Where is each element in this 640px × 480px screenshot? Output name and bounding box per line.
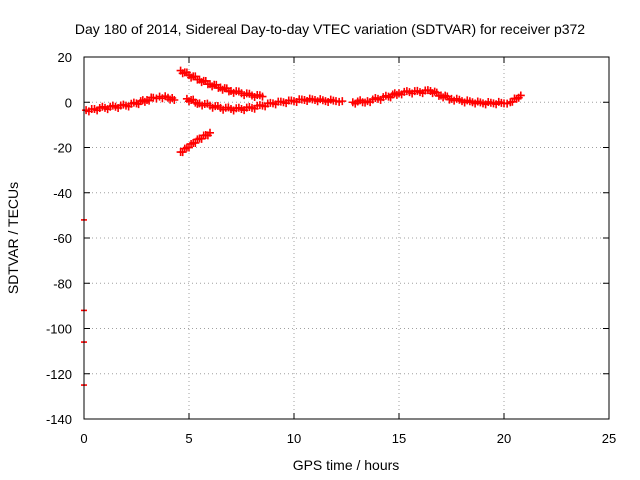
data-point xyxy=(287,96,296,105)
data-point xyxy=(180,144,189,153)
data-point xyxy=(486,98,495,107)
data-point xyxy=(193,75,202,84)
data-point xyxy=(266,98,275,107)
data-point xyxy=(455,95,464,104)
data-point xyxy=(161,92,170,101)
data-point xyxy=(445,95,454,104)
y-tick-label: 0 xyxy=(65,95,72,110)
x-tick-label: 20 xyxy=(497,431,511,446)
y-tick-label: -80 xyxy=(53,276,72,291)
data-point xyxy=(234,87,243,96)
data-point xyxy=(203,131,212,140)
plot-area-frame xyxy=(83,56,610,420)
data-point xyxy=(371,93,380,102)
data-point xyxy=(187,139,196,148)
data-point xyxy=(465,97,474,106)
y-tick-label: -40 xyxy=(53,186,72,201)
data-point xyxy=(213,101,222,110)
series-middle-track xyxy=(182,94,347,115)
axis-ticks: 0 5 10 15 20 25 20 0 -20 -40 -60 -80 -100 -120 -140 xyxy=(46,50,616,446)
y-tick-label: -60 xyxy=(53,231,72,246)
x-tick-label: 0 xyxy=(80,431,87,446)
x-tick-label: 10 xyxy=(287,431,301,446)
chart-title: Day 180 of 2014, Sidereal Day-to-day VTE… xyxy=(75,21,585,37)
data-point xyxy=(119,100,128,109)
data-point xyxy=(476,98,485,107)
y-tick-label: -100 xyxy=(46,322,72,337)
series-upper-descending-track xyxy=(176,66,267,102)
data-point xyxy=(413,86,422,95)
data-point xyxy=(255,101,264,110)
x-tick-label: 25 xyxy=(602,431,616,446)
data-point xyxy=(308,95,317,104)
y-axis-label: SDTVAR / TECUs xyxy=(5,182,21,294)
data-point xyxy=(297,95,306,104)
data-point xyxy=(503,99,512,108)
x-axis-label: GPS time / hours xyxy=(293,457,400,473)
data-point xyxy=(381,91,390,100)
data-point xyxy=(335,97,344,106)
data-point xyxy=(193,99,202,108)
y-tick-label: 20 xyxy=(58,50,72,65)
y-tick-label: -140 xyxy=(46,412,72,427)
data-point xyxy=(276,97,285,106)
data-point xyxy=(423,86,432,95)
data-point xyxy=(129,98,138,107)
x-tick-label: 5 xyxy=(185,431,192,446)
data-point xyxy=(245,102,254,111)
data-point xyxy=(147,93,156,102)
data-point xyxy=(234,103,243,112)
series-main-track xyxy=(82,92,179,116)
data-point xyxy=(140,97,149,106)
y-tick-label: -120 xyxy=(46,367,72,382)
data-point xyxy=(329,96,338,105)
data-point xyxy=(402,87,411,96)
y-tick-label: -20 xyxy=(53,141,72,156)
data-point xyxy=(168,94,177,103)
data-point xyxy=(318,96,327,105)
x-tick-label: 15 xyxy=(392,431,406,446)
data-point xyxy=(514,93,523,102)
grid xyxy=(84,57,609,419)
data-point xyxy=(255,91,264,100)
data-point xyxy=(224,87,233,96)
data-point xyxy=(108,101,117,110)
data-point xyxy=(224,103,233,112)
data-point xyxy=(98,102,107,111)
data-point xyxy=(87,105,96,114)
data-point xyxy=(203,99,212,108)
series-late-track xyxy=(348,86,525,109)
data-point xyxy=(182,68,191,77)
data-point xyxy=(245,89,254,98)
data-points xyxy=(81,66,525,386)
series-lower-ascending-track xyxy=(176,128,214,157)
